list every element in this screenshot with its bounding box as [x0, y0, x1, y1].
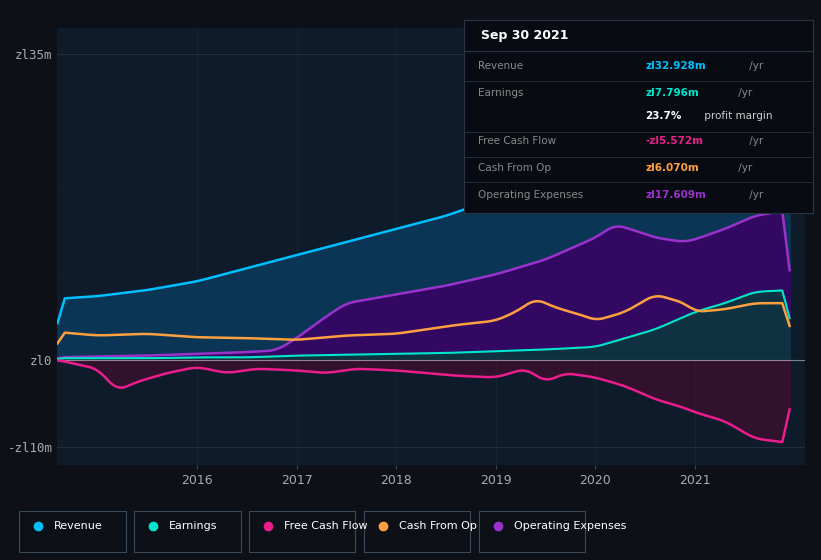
Text: zl6.070m: zl6.070m [645, 164, 699, 174]
Text: Cash From Op: Cash From Op [399, 521, 476, 531]
Text: profit margin: profit margin [701, 111, 773, 121]
Text: zl7.796m: zl7.796m [645, 88, 699, 98]
Text: Operating Expenses: Operating Expenses [478, 190, 583, 200]
Text: -zl5.572m: -zl5.572m [645, 136, 704, 146]
Text: Revenue: Revenue [478, 61, 523, 71]
Text: Free Cash Flow: Free Cash Flow [478, 136, 556, 146]
Text: Revenue: Revenue [54, 521, 103, 531]
Text: zl17.609m: zl17.609m [645, 190, 706, 200]
Text: /yr: /yr [745, 61, 763, 71]
Text: /yr: /yr [745, 136, 763, 146]
Text: Earnings: Earnings [169, 521, 218, 531]
Text: Earnings: Earnings [478, 88, 523, 98]
Text: Free Cash Flow: Free Cash Flow [284, 521, 367, 531]
Text: zl32.928m: zl32.928m [645, 61, 706, 71]
Text: /yr: /yr [745, 190, 763, 200]
Text: 23.7%: 23.7% [645, 111, 681, 121]
Text: Sep 30 2021: Sep 30 2021 [481, 29, 569, 42]
Text: /yr: /yr [735, 88, 752, 98]
Text: /yr: /yr [735, 164, 752, 174]
Text: Cash From Op: Cash From Op [478, 164, 551, 174]
Text: Operating Expenses: Operating Expenses [514, 521, 626, 531]
